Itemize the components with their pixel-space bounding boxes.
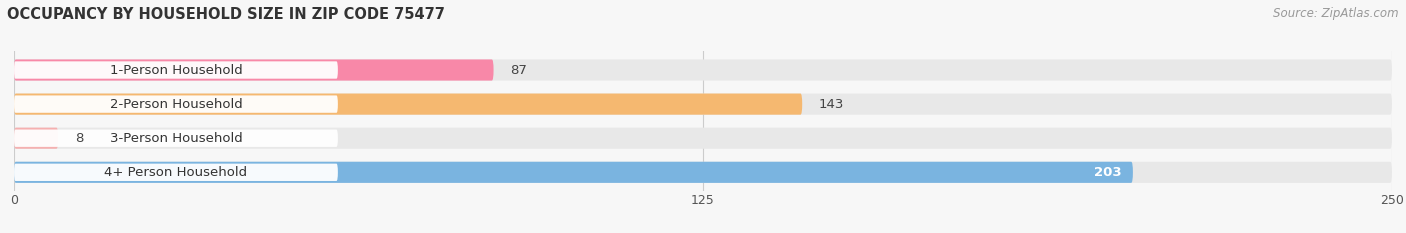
Text: 143: 143 [818,98,844,111]
FancyBboxPatch shape [14,164,337,181]
FancyBboxPatch shape [14,128,1392,149]
Text: 3-Person Household: 3-Person Household [110,132,242,145]
FancyBboxPatch shape [14,61,337,79]
FancyBboxPatch shape [14,162,1133,183]
FancyBboxPatch shape [14,59,1392,81]
Text: 1-Person Household: 1-Person Household [110,64,242,76]
FancyBboxPatch shape [14,128,58,149]
Text: 4+ Person Household: 4+ Person Household [104,166,247,179]
FancyBboxPatch shape [14,93,803,115]
Text: 2-Person Household: 2-Person Household [110,98,242,111]
Text: OCCUPANCY BY HOUSEHOLD SIZE IN ZIP CODE 75477: OCCUPANCY BY HOUSEHOLD SIZE IN ZIP CODE … [7,7,444,22]
FancyBboxPatch shape [14,93,1392,115]
Text: Source: ZipAtlas.com: Source: ZipAtlas.com [1274,7,1399,20]
Text: 87: 87 [510,64,527,76]
FancyBboxPatch shape [14,59,494,81]
FancyBboxPatch shape [14,130,337,147]
FancyBboxPatch shape [14,162,1392,183]
FancyBboxPatch shape [14,96,337,113]
Text: 203: 203 [1094,166,1122,179]
Text: 8: 8 [75,132,83,145]
